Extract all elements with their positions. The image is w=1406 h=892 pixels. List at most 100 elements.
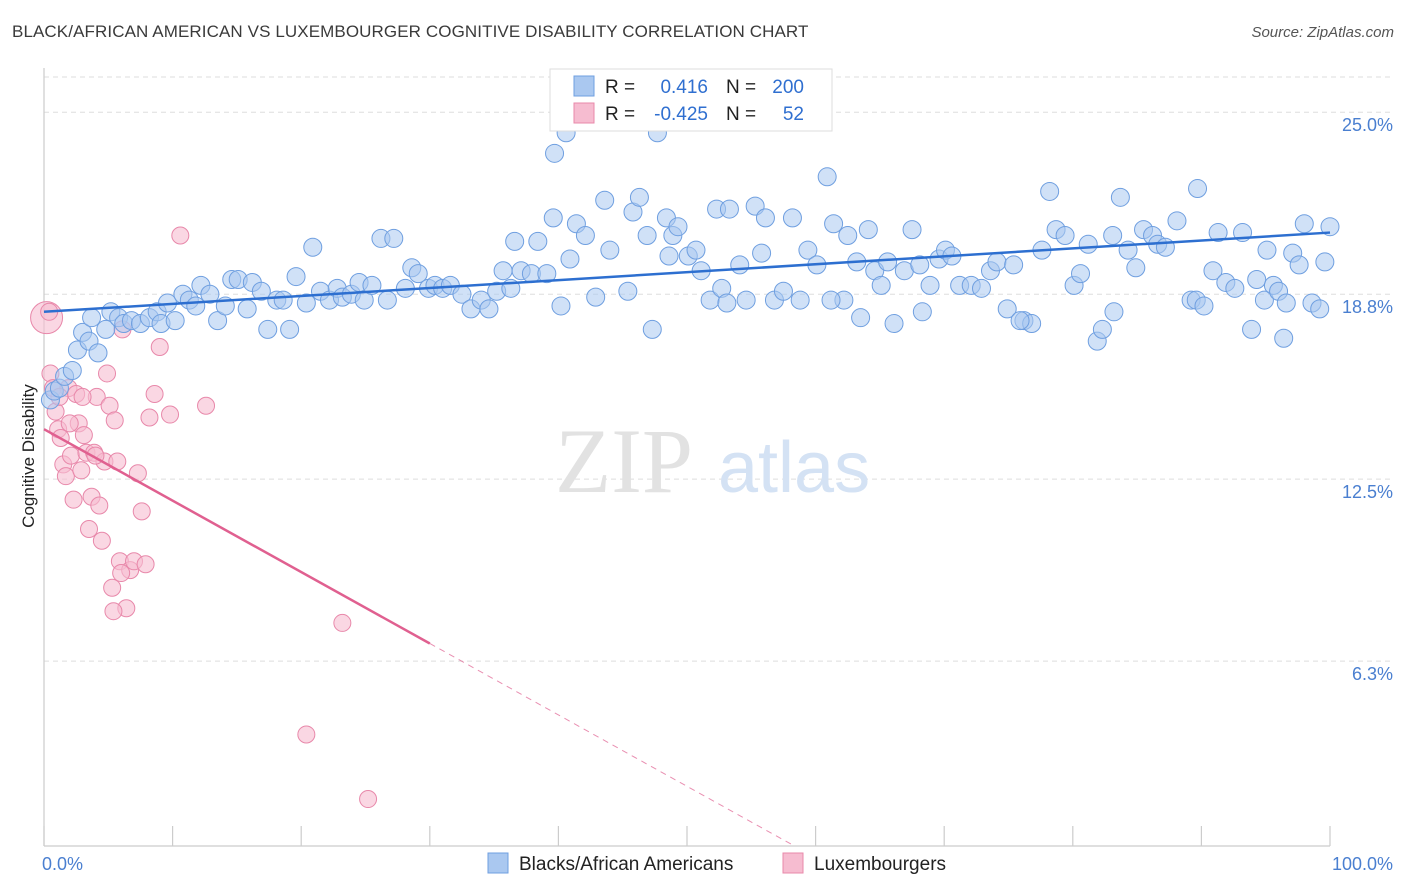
black-african-american-point [1320,217,1340,237]
y-tick-label: 18.8% [1342,297,1393,317]
trendlines [43,231,1331,847]
black-african-american-point [1247,270,1267,290]
luxembourger-point [140,408,159,427]
black-african-american-point [668,217,688,237]
black-african-american-point [987,252,1007,272]
legend-swatch-pink [573,102,595,124]
black-african-american-point [280,319,300,339]
black-african-american-point [1155,237,1175,257]
legend-n-label-blue: N = [726,77,756,98]
black-african-american-point [505,231,525,251]
luxembourger-point [80,520,99,539]
bottom-legend-label-pink: Luxembourgers [814,854,946,875]
legend-box [549,68,833,132]
luxembourger-point [60,414,79,433]
black-african-american-point [719,199,739,219]
black-african-american-point [736,290,756,310]
grid [44,76,1392,662]
luxembourger-point [297,725,316,744]
luxembourger-point [56,467,75,486]
black-african-american-point [1242,319,1262,339]
luxembourger-point [161,405,180,424]
black-african-american-point [96,319,116,339]
black-african-american-point [258,319,278,339]
black-african-american-point [362,275,382,295]
black-african-american-point [824,214,844,234]
black-african-american-point [790,290,810,310]
blacks-trendline [43,231,1331,314]
black-african-american-point [537,264,557,284]
black-african-american-point [1126,258,1146,278]
black-african-american-point [884,314,904,334]
black-african-american-point [971,278,991,298]
black-african-american-point [595,190,615,210]
black-african-american-point [165,311,185,331]
black-african-american-point [755,208,775,228]
black-african-american-point [782,208,802,228]
black-african-american-point [858,220,878,240]
black-african-american-point [642,319,662,339]
black-african-american-point [1203,261,1223,281]
black-african-american-point [82,308,102,328]
luxembourger-point [64,490,83,509]
black-african-american-point [871,275,891,295]
black-african-american-point [575,225,595,245]
black-african-american-point [273,290,293,310]
black-african-american-point [851,308,871,328]
black-african-american-point [1254,290,1274,310]
luxembourgers-trendline [43,428,431,645]
legend-r-value-pink: -0.425 [654,104,708,125]
black-african-american-point [286,267,306,287]
black-african-american-point [1104,302,1124,322]
luxembourger-point [171,226,190,245]
bottom-legend-label-blue: Blacks/African Americans [519,854,733,875]
black-african-american-point [912,302,932,322]
black-african-american-point [186,296,206,316]
y-tick-label: 25.0% [1342,115,1393,135]
black-african-american-point [910,255,930,275]
black-african-american-point [1071,264,1091,284]
black-african-american-point [600,240,620,260]
luxembourger-point [103,578,122,597]
black-african-american-point [479,299,499,319]
luxembourger-point [333,613,352,632]
luxembourger-point [72,461,91,480]
black-african-american-point [1310,299,1330,319]
luxembourger-point [145,384,164,403]
black-african-american-point [618,281,638,301]
black-african-american-point [1225,278,1245,298]
legend: R = 0.416 N = 200 R = -0.425 N = 52 [549,68,833,132]
luxembourger-point [98,364,117,383]
y-tick-label: 6.3% [1352,664,1393,684]
black-african-american-point [920,275,940,295]
luxembourger-point [132,502,151,521]
luxembourger-point [73,387,92,406]
black-african-american-point [1110,187,1130,207]
black-african-american-point [62,361,82,381]
black-african-american-point [717,293,737,313]
black-african-american-point [200,284,220,304]
bottom-legend-swatch-pink [782,852,804,874]
luxembourgers-trendline-extension [429,643,795,847]
axes [43,68,1331,847]
black-african-american-point [251,281,271,301]
black-african-american-point [1208,223,1228,243]
legend-n-value-pink: 52 [783,104,804,125]
luxembourger-point [359,790,378,809]
black-african-american-point [902,220,922,240]
black-african-american-point [1188,179,1208,199]
black-african-american-point [752,243,772,263]
black-african-american-point [1055,225,1075,245]
legend-r-value-blue: 0.416 [660,77,708,98]
black-african-american-point [208,311,228,331]
legend-n-value-blue: 200 [772,77,804,98]
luxembourger-point [74,426,93,445]
black-african-american-point [798,240,818,260]
luxembourger-point [90,496,109,515]
legend-r-label-blue: R = [605,77,635,98]
source-label: Source: ZipAtlas.com [1251,24,1394,41]
black-african-american-point [1274,328,1294,348]
luxembourger-point [105,411,124,430]
black-african-american-point [1294,214,1314,234]
